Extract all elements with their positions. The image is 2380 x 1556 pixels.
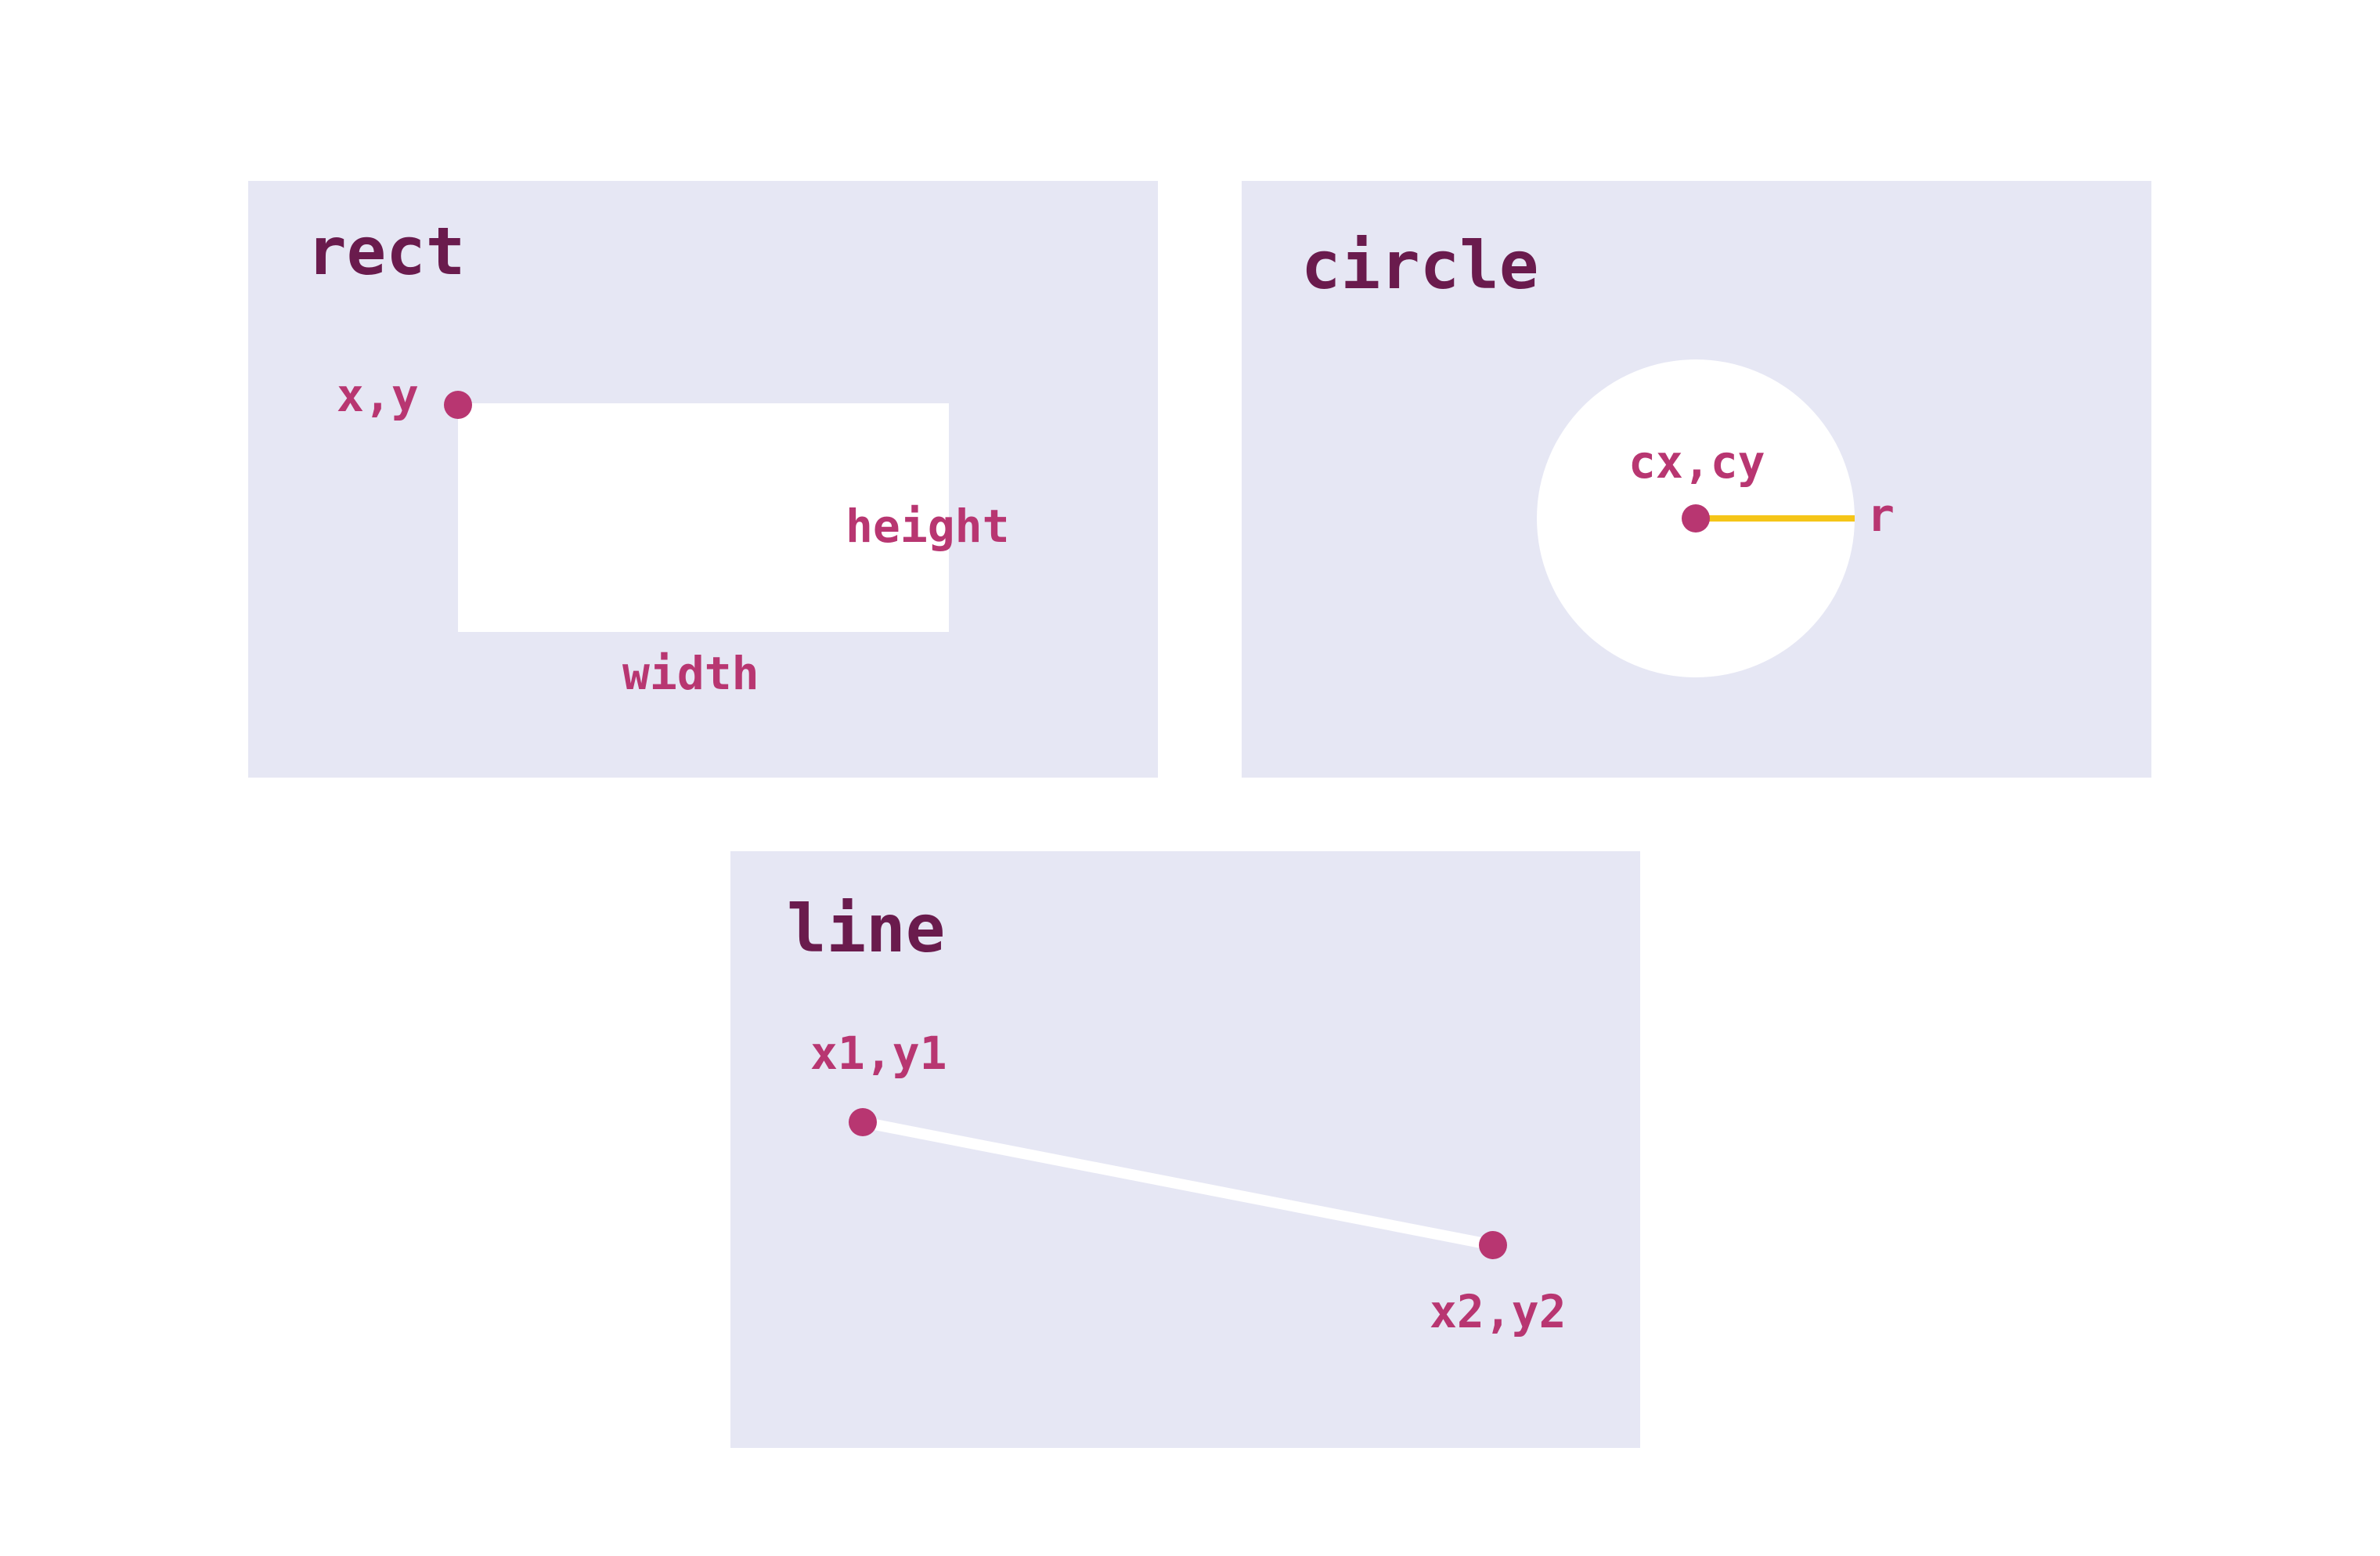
rect-width-label: width bbox=[622, 647, 759, 700]
line-end-label: x2,y2 bbox=[1430, 1285, 1567, 1338]
line-panel-title: line bbox=[787, 890, 945, 967]
rect-origin-label: x,y bbox=[337, 369, 419, 422]
rect-height-label: height bbox=[846, 500, 1010, 553]
circle-center-label: cx,cy bbox=[1628, 435, 1765, 489]
circle-radius-label: r bbox=[1867, 489, 1895, 542]
line-start-label: x1,y1 bbox=[810, 1027, 947, 1080]
rect-panel-title: rect bbox=[307, 213, 465, 290]
circle-panel-title: circle bbox=[1301, 227, 1538, 304]
rect-shape bbox=[458, 403, 949, 632]
circle-panel: circle cx,cy r bbox=[1242, 181, 2151, 778]
line-end-point bbox=[1479, 1231, 1507, 1259]
line-shape bbox=[857, 1117, 1498, 1251]
rect-panel: rect x,y height width bbox=[248, 181, 1158, 778]
line-panel-background bbox=[730, 851, 1640, 1448]
line-start-point bbox=[849, 1108, 877, 1136]
rect-origin-point bbox=[444, 391, 472, 419]
circle-center-point bbox=[1682, 504, 1710, 533]
line-panel: line x1,y1 x2,y2 bbox=[730, 851, 1640, 1448]
